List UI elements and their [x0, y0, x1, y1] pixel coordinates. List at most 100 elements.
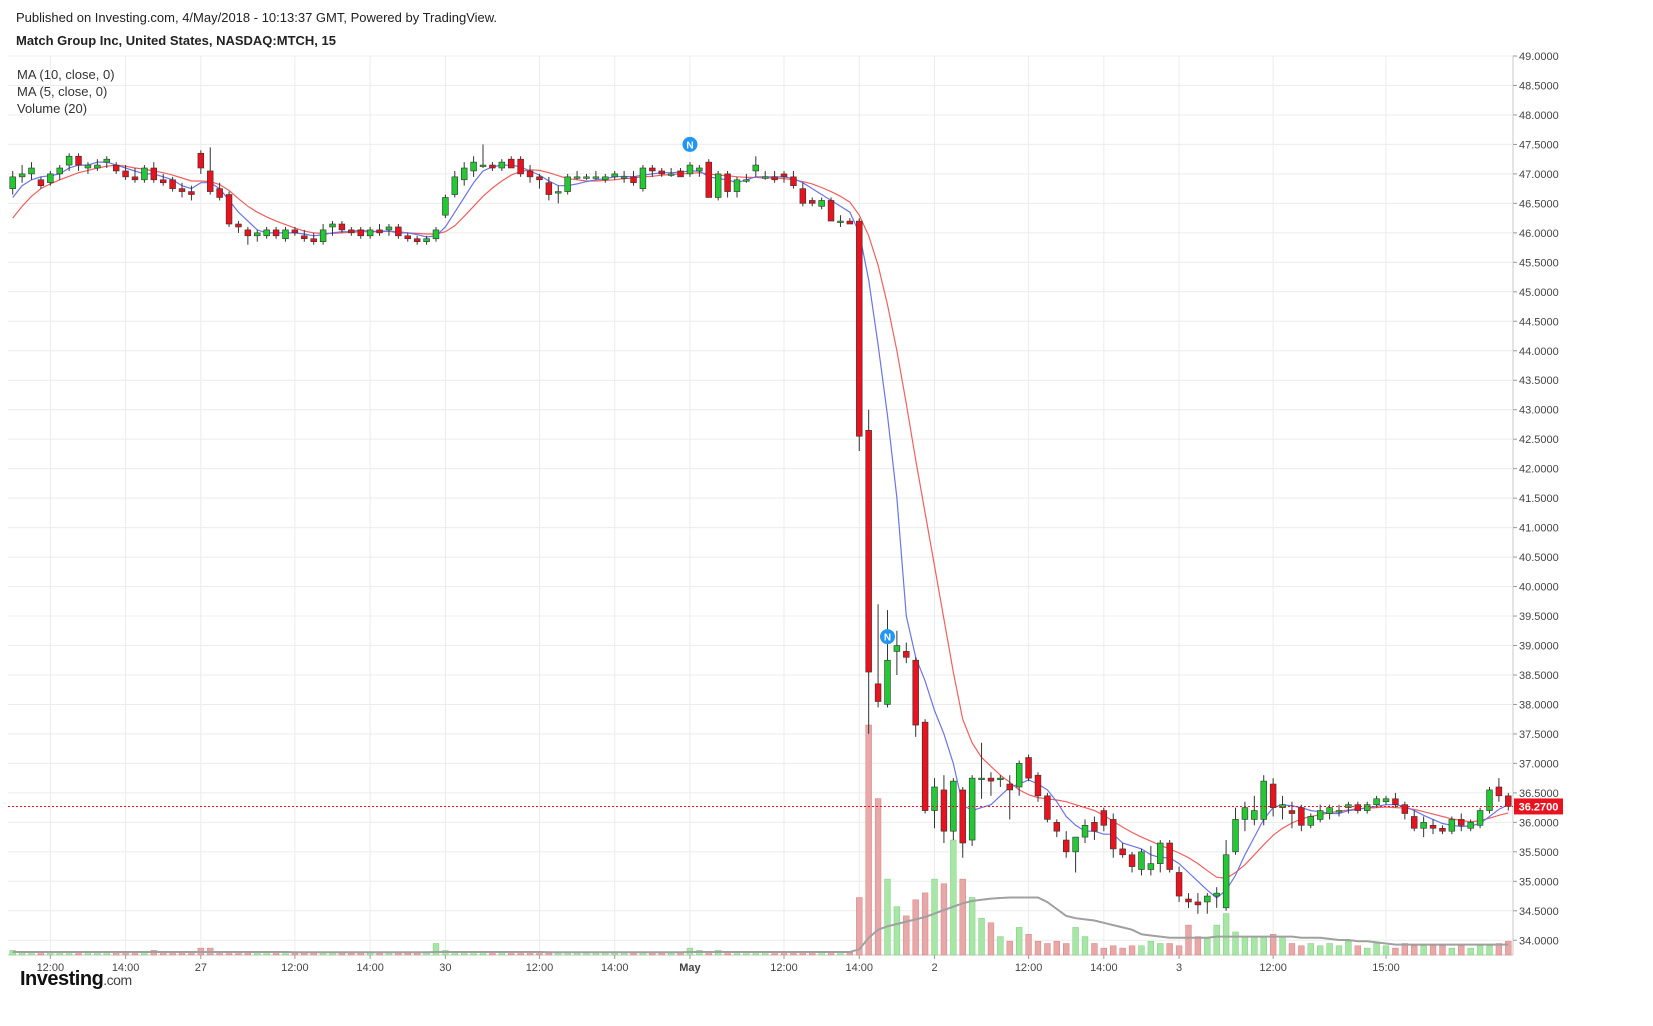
candle-body — [1392, 798, 1399, 805]
volume-bar — [705, 952, 712, 956]
candle-body — [1458, 819, 1465, 826]
volume-bar — [1420, 945, 1427, 956]
volume-bar — [809, 952, 816, 956]
candle-body — [912, 659, 919, 726]
candle-up — [752, 156, 760, 177]
candle-body — [1251, 810, 1258, 820]
candle-down — [169, 176, 176, 192]
volume-bar — [1194, 936, 1202, 956]
event-markers: NN — [682, 136, 895, 645]
candle-up — [319, 224, 327, 245]
candle-body — [1194, 901, 1202, 906]
candle-down — [545, 176, 553, 201]
candle-body — [395, 226, 402, 237]
candle-body — [1326, 807, 1333, 814]
candle-body — [94, 164, 101, 169]
candle-down — [37, 176, 45, 189]
candle-body — [451, 176, 459, 195]
y-tick-label: 36.0000 — [1519, 817, 1559, 829]
candle-up — [1222, 840, 1230, 911]
candle-body — [686, 164, 694, 175]
candle-body — [1081, 825, 1089, 838]
candle-body — [818, 200, 825, 207]
volume-bar — [762, 952, 769, 956]
candle-up — [761, 170, 769, 180]
candle-down — [150, 162, 158, 183]
candle-body — [921, 721, 929, 811]
moving-averages — [12, 161, 1509, 899]
candle-up — [1157, 840, 1164, 873]
candle-body — [479, 164, 487, 167]
candle-body — [639, 167, 647, 189]
volume-bar — [56, 952, 63, 956]
candle-body — [47, 173, 54, 184]
candle-body — [658, 170, 665, 175]
volume-bar — [987, 922, 995, 956]
candle-up — [470, 156, 477, 177]
candle-body — [846, 220, 854, 225]
candle-up — [1335, 804, 1343, 817]
candle-body — [903, 651, 910, 658]
volume-bar — [1458, 945, 1465, 956]
candle-body — [677, 170, 684, 178]
candle-up — [1448, 816, 1456, 835]
candle-body — [254, 232, 261, 237]
volume-bars — [9, 724, 1512, 956]
candle-body — [1354, 804, 1362, 811]
candle-down — [658, 168, 665, 177]
candle-up — [282, 226, 289, 242]
y-tick-label: 42.0000 — [1519, 464, 1559, 476]
candle-up — [573, 170, 581, 180]
volume-bar — [169, 952, 176, 956]
candle-body — [649, 167, 656, 172]
volume-bar — [1326, 943, 1333, 956]
candle-up — [1251, 795, 1258, 826]
news-event-icon: N — [682, 136, 698, 152]
candle-body — [705, 161, 712, 198]
logo-suffix: .com — [103, 972, 132, 988]
y-tick-label: 38.5000 — [1519, 670, 1559, 682]
last-price-label: 36.2700 — [1519, 801, 1559, 813]
candle-body — [188, 191, 195, 195]
candle-up — [84, 162, 92, 174]
candle-down — [244, 226, 252, 245]
candle-up — [1382, 795, 1390, 805]
candle-body — [263, 229, 270, 237]
candle-down — [921, 719, 929, 814]
x-tick-label: 12:00 — [770, 962, 798, 974]
candle-up — [254, 229, 261, 242]
candle-body — [1091, 822, 1098, 832]
candle-body — [244, 229, 252, 237]
candle-body — [159, 179, 167, 184]
candle-body — [1298, 807, 1305, 826]
volume-bar — [225, 952, 233, 956]
volume-bar — [28, 952, 35, 956]
candle-down — [178, 182, 186, 198]
candle-body — [291, 229, 299, 234]
x-tick-label: 14:00 — [112, 962, 140, 974]
candle-body — [1166, 842, 1173, 870]
volume-bar — [1317, 945, 1324, 956]
logo-brand: Investing — [20, 968, 104, 990]
volume-bar — [1081, 936, 1089, 956]
x-tick-label: 12:00 — [37, 962, 65, 974]
candle-up — [1316, 804, 1324, 823]
y-tick-label: 45.0000 — [1519, 287, 1559, 299]
candle-body — [837, 220, 844, 223]
candle-body — [1157, 842, 1164, 864]
volume-bar — [1495, 943, 1503, 956]
candle-body — [84, 164, 92, 169]
candle-up — [329, 221, 336, 236]
candle-up — [968, 775, 976, 846]
candle-body — [884, 659, 891, 705]
volume-bar — [160, 952, 167, 956]
volume-bar — [1251, 936, 1258, 956]
volume-bar — [122, 952, 129, 956]
volume-bar — [461, 952, 468, 956]
candle-up — [56, 165, 63, 180]
volume-bar — [978, 917, 985, 956]
volume-bar — [1364, 947, 1371, 956]
candle-body — [1335, 810, 1343, 813]
candle-down — [235, 221, 242, 233]
